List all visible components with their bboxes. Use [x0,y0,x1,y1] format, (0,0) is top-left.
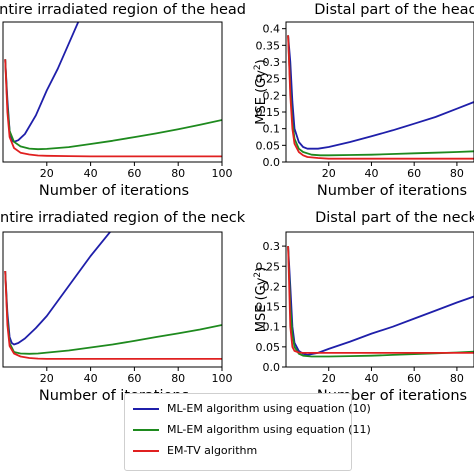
panel-head-distal: Distal part of the head 20 40 60 80 0.0 0.05 0.… [253,2,474,199]
legend-swatch-mlem-eq10 [133,407,159,410]
y-tick-label: 0.1 [263,123,281,136]
y-tick-label: 0.2 [263,89,281,102]
x-axis-label-head-entire: Number of iterations [39,183,189,199]
legend-item-mlem-eq10: ML-EM algorithm using equation (10) [133,398,371,419]
legend-label-mlem-eq10: ML-EM algorithm using equation (10) [167,402,371,415]
x-tick-label: 80 [450,167,464,180]
x-tick-label: 40 [84,372,98,385]
legend-swatch-mlem-eq11 [133,428,159,431]
x-tick-label: 100 [212,372,233,385]
panel-neck-entire: Entire irradiated region of the neck 20 40… [0,210,246,404]
legend-label-em-tv: EM-TV algorithm [167,444,258,457]
legend: ML-EM algorithm using equation (10) ML-E… [124,393,371,471]
legend-item-em-tv: EM-TV algorithm [133,440,351,461]
x-tick-label: 20 [322,167,336,180]
panel-head-entire: Entire irradiated region of the head 20 40… [0,2,246,199]
series-line-head-distal-mlem-eq10 [287,35,474,150]
x-tick-label: 60 [407,167,421,180]
x-tick-label: 100 [212,167,233,180]
x-axis-label-neck-distal: Number of iterations [317,388,467,404]
y-tick-label: 0.35 [256,39,281,52]
panel-title-neck-entire: Entire irradiated region of the neck [0,210,246,226]
x-tick-label: 60 [407,372,421,385]
series-line-neck-distal-em-tv [287,246,474,354]
legend-label-mlem-eq11: ML-EM algorithm using equation (11) [167,423,371,436]
y-tick-label: 0.3 [263,56,281,69]
y-tick-label: 0.25 [256,73,281,86]
y-tick-label: 0.25 [256,260,281,273]
panel-title-neck-distal: Distal part of the neck [315,210,474,226]
panel-title-head-entire: Entire irradiated region of the head [0,2,246,18]
x-tick-label: 20 [40,372,54,385]
x-tick-label: 20 [40,167,54,180]
legend-swatch-em-tv [133,449,159,452]
series-line-head-entire-mlem-eq11 [4,59,222,151]
x-tick-label: 80 [171,167,185,180]
y-tick-label: 0.05 [256,139,281,152]
y-tick-label: 0.0 [263,156,281,169]
x-tick-label: 40 [364,372,378,385]
y-tick-label: 0.15 [256,106,281,119]
axes-frame-head-distal [285,21,474,163]
series-line-neck-entire-mlem-eq10 [4,232,112,346]
series-line-neck-distal-mlem-eq10 [287,246,474,356]
series-line-head-distal-em-tv [287,35,474,160]
x-tick-label: 80 [450,372,464,385]
series-line-neck-entire-em-tv [4,270,222,360]
legend-item-mlem-eq11: ML-EM algorithm using equation (11) [133,419,371,440]
y-tick-label: 0.15 [256,301,281,314]
y-tick-label: 0.4 [263,23,281,36]
series-line-neck-distal-mlem-eq11 [287,246,474,358]
x-tick-label: 80 [171,372,185,385]
x-tick-label: 40 [84,167,98,180]
x-tick-label: 40 [364,167,378,180]
series-line-neck-entire-mlem-eq11 [4,270,222,355]
axes-frame-neck-entire [2,231,223,368]
y-tick-label: 0.1 [263,321,281,334]
x-tick-label: 60 [127,167,141,180]
y-tick-label: 0.2 [263,280,281,293]
axes-frame-neck-distal [285,231,474,368]
axes-frame-head-entire [2,21,223,163]
y-tick-label: 0.05 [256,341,281,354]
x-axis-label-head-distal: Number of iterations [317,183,467,199]
series-line-head-distal-mlem-eq11 [287,35,474,157]
series-line-head-entire-em-tv [4,59,222,158]
series-line-head-entire-mlem-eq10 [4,22,80,143]
panel-title-head-distal: Distal part of the head [314,2,474,18]
x-tick-label: 20 [322,372,336,385]
y-axis-label-neck-distal: MSE (Gy2) [253,267,269,332]
y-axis-label-head-distal: MSE (Gy2) [253,59,269,124]
panel-neck-distal: Distal part of the neck 20 40 60 80 0.0 0.05 0.… [253,210,474,404]
x-tick-label: 60 [127,372,141,385]
y-tick-label: 0.3 [263,240,281,253]
y-tick-label: 0.0 [263,361,281,374]
